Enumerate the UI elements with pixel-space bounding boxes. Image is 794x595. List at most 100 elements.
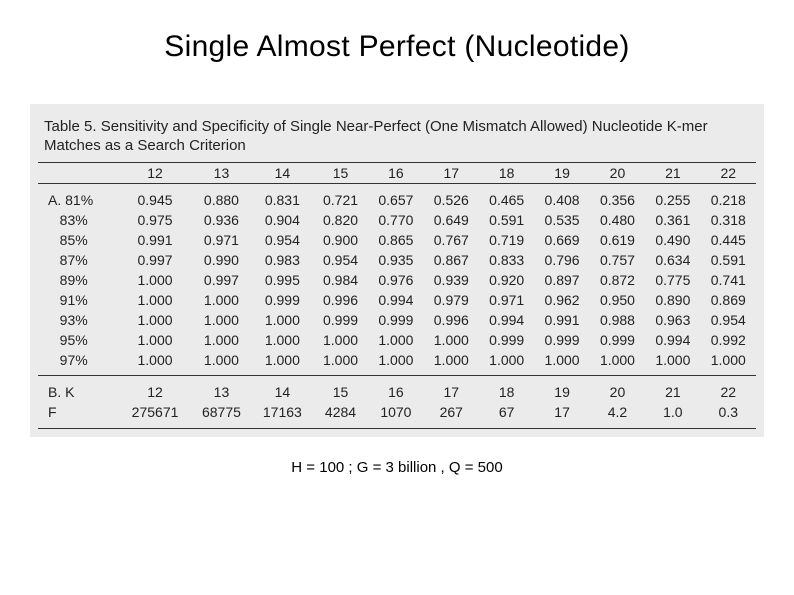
table-cell: 0.741 — [701, 270, 756, 290]
column-header: 14 — [252, 163, 313, 184]
table-cell: 0.865 — [368, 230, 423, 250]
table-cell: 1.0 — [645, 402, 700, 422]
table-cell: 1.000 — [119, 290, 191, 310]
table-cell: 0.255 — [645, 190, 700, 210]
table-cell: 0.994 — [368, 290, 423, 310]
table-cell: 1.000 — [252, 330, 313, 350]
table-cell: 0.935 — [368, 250, 423, 270]
table-cell: 1.000 — [191, 310, 252, 330]
table-cell: 0.490 — [645, 230, 700, 250]
table-cell: 0.939 — [424, 270, 479, 290]
table-cell: 16 — [368, 382, 423, 402]
table-cell: 4284 — [313, 402, 368, 422]
table-cell: 15 — [313, 382, 368, 402]
table-cell: 0.775 — [645, 270, 700, 290]
table-cell: 1.000 — [645, 350, 700, 370]
table-row: B. K1213141516171819202122 — [38, 382, 756, 402]
table-cell: 0.869 — [701, 290, 756, 310]
table-cell: 0.999 — [534, 330, 589, 350]
table-cell: 0.356 — [590, 190, 645, 210]
column-header: 15 — [313, 163, 368, 184]
table-cell: 0.480 — [590, 210, 645, 230]
table-cell: 0.535 — [534, 210, 589, 230]
table-cell: 0.318 — [701, 210, 756, 230]
table-cell: 0.591 — [701, 250, 756, 270]
table-cell: 0.796 — [534, 250, 589, 270]
row-label: B. K — [38, 382, 119, 402]
table-cell: 0.999 — [252, 290, 313, 310]
table-cell: 1.000 — [119, 330, 191, 350]
table-cell: 0.988 — [590, 310, 645, 330]
table-cell: 0.999 — [479, 330, 534, 350]
table-cell: 1.000 — [368, 330, 423, 350]
row-label: 91% — [38, 290, 119, 310]
table-cell: 0.721 — [313, 190, 368, 210]
table-row: A. 81%0.9450.8800.8310.7210.6570.5260.46… — [38, 190, 756, 210]
table-cell: 0.962 — [534, 290, 589, 310]
table-cell: 18 — [479, 382, 534, 402]
table-cell: 0.954 — [701, 310, 756, 330]
table-cell: 0.757 — [590, 250, 645, 270]
table-cell: 0.994 — [479, 310, 534, 330]
table-cell: 0.994 — [645, 330, 700, 350]
table-row: 87%0.9970.9900.9830.9540.9350.8670.8330.… — [38, 250, 756, 270]
table-cell: 1.000 — [119, 350, 191, 370]
table-cell: 0.976 — [368, 270, 423, 290]
table-cell: 0.657 — [368, 190, 423, 210]
table-cell: 1.000 — [424, 350, 479, 370]
table-cell: 1070 — [368, 402, 423, 422]
table-cell: 0.996 — [313, 290, 368, 310]
table-cell: 19 — [534, 382, 589, 402]
table-container: Table 5. Sensitivity and Specificity of … — [30, 104, 764, 437]
table-cell: 0.999 — [590, 330, 645, 350]
table-cell: 0.880 — [191, 190, 252, 210]
table-cell: 1.000 — [534, 350, 589, 370]
column-header: 22 — [701, 163, 756, 184]
table-cell: 0.979 — [424, 290, 479, 310]
column-header: 19 — [534, 163, 589, 184]
table-cell: 1.000 — [368, 350, 423, 370]
table-cell: 0.872 — [590, 270, 645, 290]
row-label: F — [38, 402, 119, 422]
table-cell: 0.971 — [191, 230, 252, 250]
table-header-row: 1213141516171819202122 — [38, 163, 756, 184]
table-cell: 17 — [424, 382, 479, 402]
table-cell: 0.767 — [424, 230, 479, 250]
table-cell: 0.936 — [191, 210, 252, 230]
column-header: 16 — [368, 163, 423, 184]
table-cell: 267 — [424, 402, 479, 422]
table-cell: 0.770 — [368, 210, 423, 230]
table-cell: 0.465 — [479, 190, 534, 210]
column-header: 12 — [119, 163, 191, 184]
table-cell: 1.000 — [119, 270, 191, 290]
table-cell: 13 — [191, 382, 252, 402]
table-caption: Table 5. Sensitivity and Specificity of … — [38, 118, 756, 162]
table-row: 95%1.0001.0001.0001.0001.0001.0000.9990.… — [38, 330, 756, 350]
table-cell: 20 — [590, 382, 645, 402]
table-cell: 0.984 — [313, 270, 368, 290]
table-row: 93%1.0001.0001.0000.9990.9990.9960.9940.… — [38, 310, 756, 330]
table-cell: 1.000 — [191, 350, 252, 370]
table-cell: 14 — [252, 382, 313, 402]
table-cell: 0.445 — [701, 230, 756, 250]
table-row: 89%1.0000.9970.9950.9840.9760.9390.9200.… — [38, 270, 756, 290]
table-cell: 0.996 — [424, 310, 479, 330]
header-blank — [38, 163, 119, 184]
column-header: 13 — [191, 163, 252, 184]
table-cell: 12 — [119, 382, 191, 402]
table-cell: 4.2 — [590, 402, 645, 422]
table-cell: 0.997 — [191, 270, 252, 290]
table-cell: 0.992 — [701, 330, 756, 350]
table-cell: 0.831 — [252, 190, 313, 210]
table-cell: 1.000 — [313, 350, 368, 370]
table-cell: 0.669 — [534, 230, 589, 250]
table-cell: 1.000 — [252, 310, 313, 330]
table-cell: 0.995 — [252, 270, 313, 290]
row-label: 89% — [38, 270, 119, 290]
row-label: 95% — [38, 330, 119, 350]
table-cell: 275671 — [119, 402, 191, 422]
table-cell: 0.361 — [645, 210, 700, 230]
table-cell: 0.997 — [119, 250, 191, 270]
table-cell: 0.975 — [119, 210, 191, 230]
table-cell: 1.000 — [590, 350, 645, 370]
